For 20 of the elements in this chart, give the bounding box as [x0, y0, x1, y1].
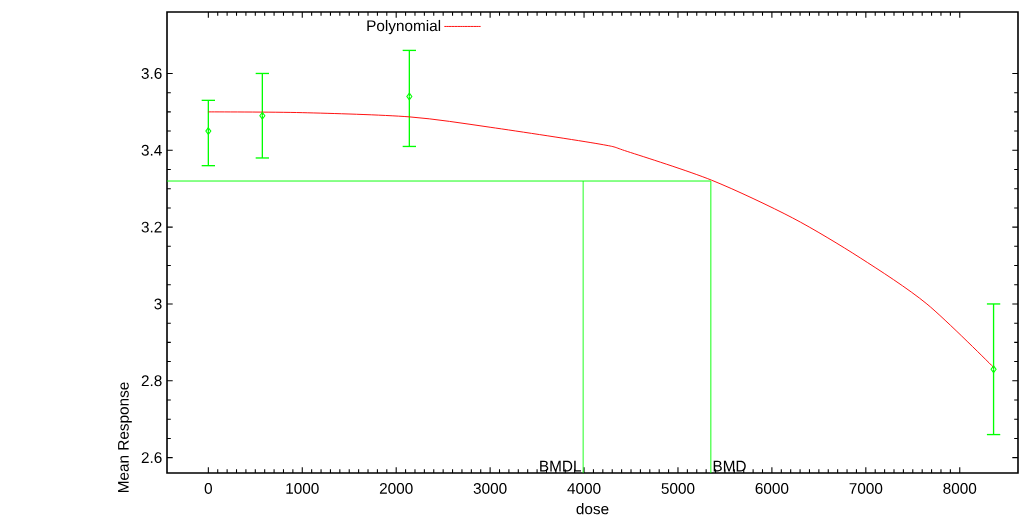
y-tick-label: 3.6 — [141, 68, 162, 79]
x-tick-label: 2000 — [379, 483, 413, 494]
y-tick-label: 2.6 — [141, 452, 162, 464]
y-axis-title: Mean Response — [118, 382, 132, 493]
x-tick-label: 1000 — [286, 483, 319, 494]
y-tick-label: 3.2 — [141, 221, 162, 233]
y-tick-label: 2.8 — [141, 375, 162, 387]
x-axis-title: dose — [576, 503, 609, 515]
legend-label: Polynomial — [367, 19, 441, 35]
x-tick-label: 4000 — [567, 483, 601, 494]
annotation: BMDL — [540, 460, 581, 472]
x-tick-label: 7000 — [849, 483, 883, 494]
annotation: BMD — [713, 460, 746, 472]
y-tick-label: 3.4 — [141, 144, 162, 156]
x-tick-label: 3000 — [473, 483, 507, 494]
x-tick-label: 8000 — [943, 483, 977, 494]
x-tick-label: 5000 — [661, 483, 695, 494]
x-tick-label: 6000 — [755, 483, 789, 494]
y-tick-label: 3 — [154, 298, 162, 310]
x-tick-label: 0 — [204, 483, 212, 494]
